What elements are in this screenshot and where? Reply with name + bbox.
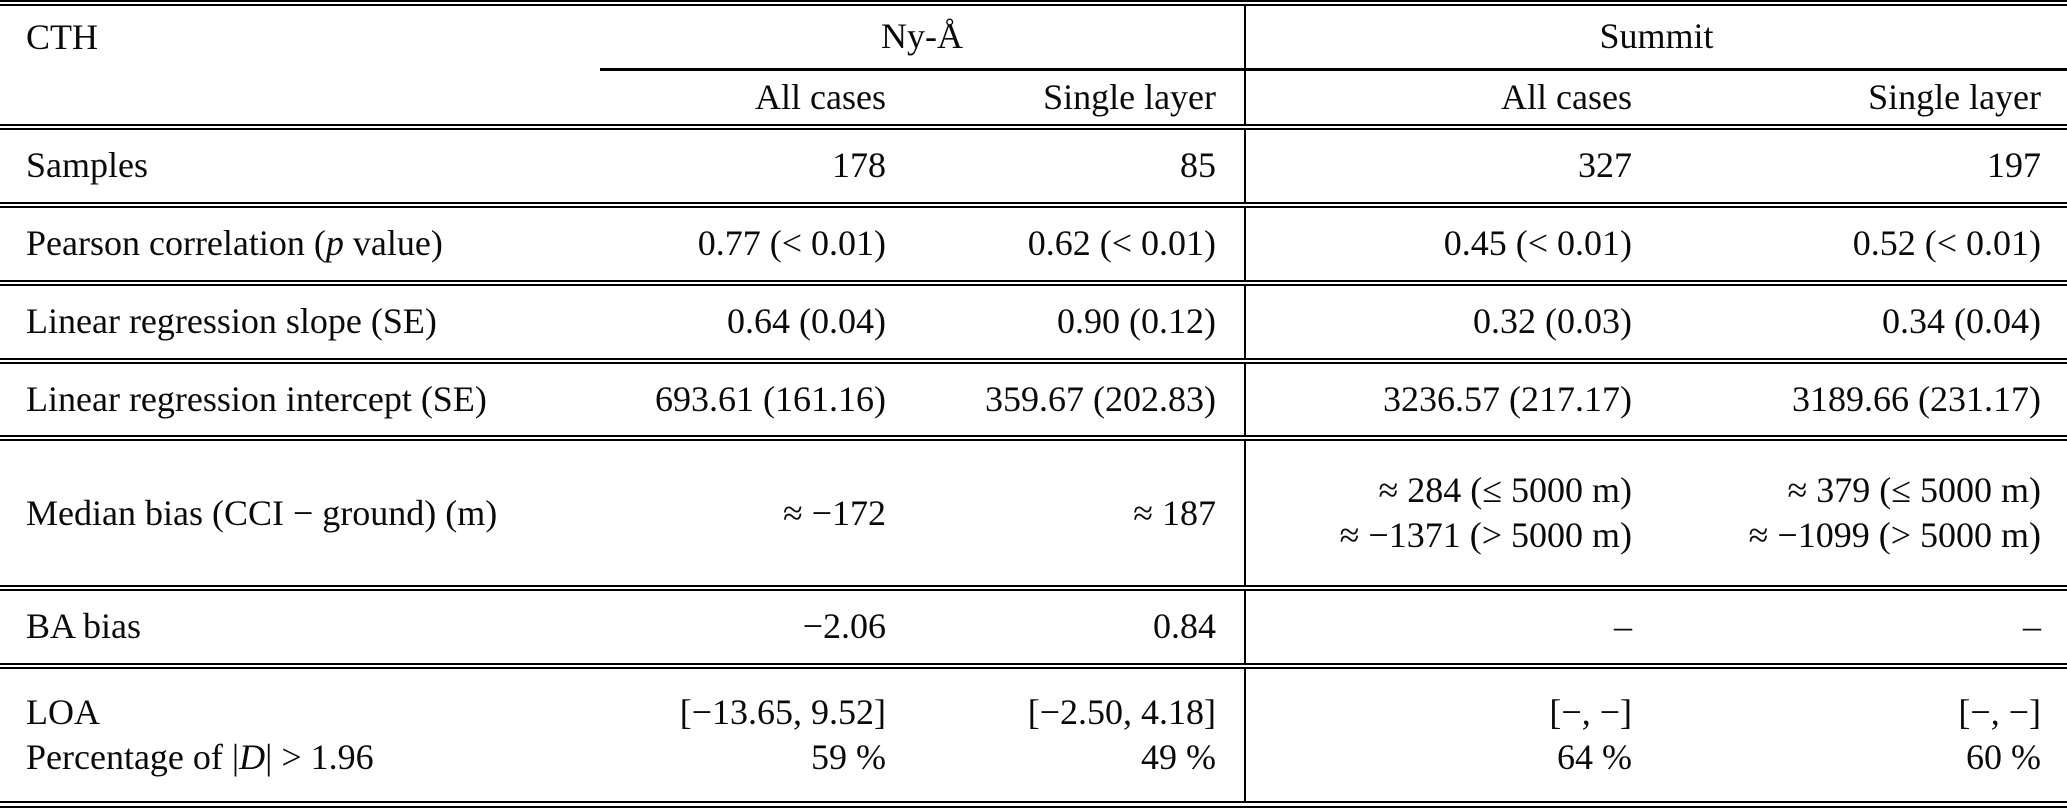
cell-intercept-nya-single: 359.67 (202.83) <box>890 357 1246 439</box>
loa-label-line1: LOA <box>26 691 100 732</box>
cell-samples-summit-single: 197 <box>1987 145 2042 186</box>
cell-loa-summit-all: [−, −] 64 % <box>1244 662 1660 805</box>
row-intercept: Linear regression intercept (SE) 693.61 … <box>0 357 2067 439</box>
group-header-summit: Summit <box>1244 3 2067 71</box>
cell-pearson-nya-single: 0.62 (< 0.01) <box>890 201 1246 283</box>
row-samples: Samples 178 85 327 197 <box>0 126 2067 205</box>
cell-samples-summit-all: 327 <box>1244 126 1660 205</box>
row-label-loa: LOA Percentage of |D| > 1.96 <box>0 662 600 805</box>
row-median-bias: Median bias (CCI − ground) (m) ≈ −172 ≈ … <box>0 435 2067 588</box>
row-label-intercept: Linear regression intercept (SE) <box>0 357 600 439</box>
cell-median-bias-summit-all: ≈ 284 (≤ 5000 m) ≈ −1371 (> 5000 m) <box>1244 435 1660 588</box>
row-pearson: Pearson correlation (p value) 0.77 (< 0.… <box>0 201 2067 283</box>
cell-slope-summit-all: 0.32 (0.03) <box>1244 279 1660 361</box>
cell-median-bias-nya-all: ≈ −172 <box>600 435 890 588</box>
row-loa: LOA Percentage of |D| > 1.96 [−13.65, 9.… <box>0 662 2067 805</box>
cell-slope-summit-single: 0.34 (0.04) <box>1659 279 2067 361</box>
row-label-slope: Linear regression slope (SE) <box>0 279 600 361</box>
subheader-summit-single-layer: Single layer <box>1659 69 2067 130</box>
cell-slope-nya-all: 0.64 (0.04) <box>600 279 890 361</box>
subheader-summit-all-cases: All cases <box>1244 69 1660 130</box>
subheader-nya-single-layer: Single layer <box>890 69 1246 130</box>
cell-intercept-summit-all: 3236.57 (217.17) <box>1244 357 1660 439</box>
row-label-ba-bias: BA bias <box>0 584 600 666</box>
cell-pearson-summit-all: 0.45 (< 0.01) <box>1244 201 1660 283</box>
row-ba-bias: BA bias −2.06 0.84 – – <box>0 584 2067 666</box>
cell-ba-bias-nya-single: 0.84 <box>890 584 1246 666</box>
cell-ba-bias-summit-single: – <box>1659 584 2067 666</box>
group-header-nya: Ny-Å <box>600 3 1246 71</box>
row-slope: Linear regression slope (SE) 0.64 (0.04)… <box>0 279 2067 361</box>
corner-label: CTH <box>26 17 98 58</box>
cell-median-bias-nya-single: ≈ 187 <box>890 435 1246 588</box>
cell-samples-nya-single: 85 <box>1180 145 1217 186</box>
cell-intercept-nya-all: 693.61 (161.16) <box>600 357 890 439</box>
cell-slope-nya-single: 0.90 (0.12) <box>890 279 1246 361</box>
cell-loa-summit-single: [−, −] 60 % <box>1659 662 2067 805</box>
cell-median-bias-summit-single: ≈ 379 (≤ 5000 m) ≈ −1099 (> 5000 m) <box>1659 435 2067 588</box>
loa-label-line2: Percentage of |D| > 1.96 <box>26 736 374 777</box>
cell-loa-nya-all: [−13.65, 9.52] 59 % <box>600 662 890 805</box>
row-label-pearson: Pearson correlation (p value) <box>0 201 600 283</box>
group-header-row: CTH Ny-Å Summit <box>0 3 2067 71</box>
row-label-samples: Samples <box>26 145 148 186</box>
cell-samples-nya-all: 178 <box>832 145 886 186</box>
cell-pearson-summit-single: 0.52 (< 0.01) <box>1659 201 2067 283</box>
cell-loa-nya-single: [−2.50, 4.18] 49 % <box>890 662 1246 805</box>
cell-ba-bias-nya-all: −2.06 <box>600 584 890 666</box>
row-label-median-bias: Median bias (CCI − ground) (m) <box>0 435 600 588</box>
subheader-empty <box>0 69 600 130</box>
subheader-row: All cases Single layer All cases Single … <box>0 69 2067 130</box>
cell-ba-bias-summit-all: – <box>1244 584 1660 666</box>
cell-intercept-summit-single: 3189.66 (231.17) <box>1659 357 2067 439</box>
subheader-nya-all-cases: All cases <box>600 69 890 130</box>
cell-pearson-nya-all: 0.77 (< 0.01) <box>600 201 890 283</box>
